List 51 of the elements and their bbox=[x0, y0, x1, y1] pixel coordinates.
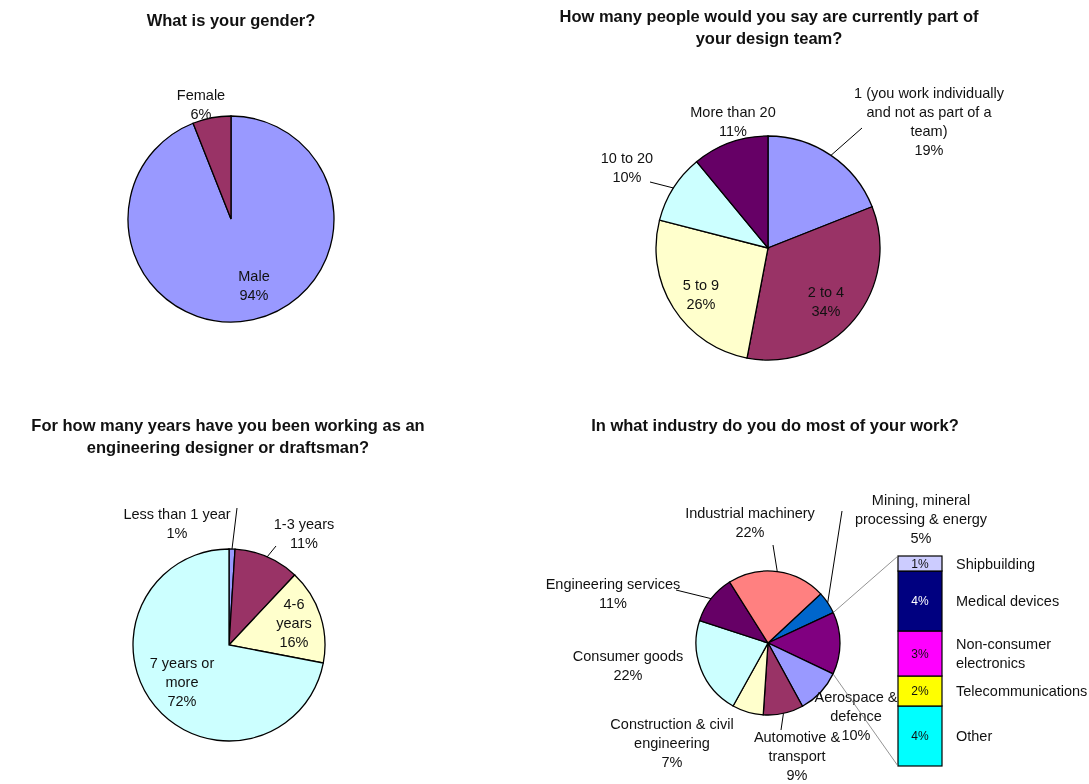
data-label: 3% bbox=[911, 646, 929, 661]
data-label: 2% bbox=[911, 684, 929, 699]
slice-label: Mining, mineral processing & energy bbox=[854, 492, 988, 527]
slice-label: 10 to 20 bbox=[600, 150, 654, 166]
chart-title: In what industry do you do most of your work? bbox=[591, 416, 959, 434]
slice-label: 1 (you work individually and not as part of a team) bbox=[854, 85, 1005, 139]
data-label: 19% bbox=[914, 142, 944, 158]
series-label: Other bbox=[956, 728, 993, 744]
slice-label: Aerospace & defence bbox=[814, 689, 898, 724]
slice-label: 5 to 9 bbox=[682, 277, 720, 293]
slice-label: Automotive & transport bbox=[753, 729, 841, 764]
chart-title: For how many years have you been working as an engineering designer or draftsman? bbox=[31, 416, 425, 456]
slice-label: 4-6 years bbox=[276, 596, 312, 631]
data-label: 72% bbox=[167, 693, 197, 709]
slice-label: Female bbox=[176, 87, 226, 103]
data-label: 9% bbox=[786, 767, 808, 783]
series-label: Shipbuilding bbox=[956, 555, 1036, 572]
slice-label: Less than 1 year bbox=[123, 506, 231, 522]
pie-slice bbox=[132, 548, 324, 742]
chart-title: What is your gender? bbox=[146, 11, 316, 29]
data-label: 7% bbox=[661, 754, 683, 770]
chart-title: How many people would you say are currently part of your design team? bbox=[559, 7, 980, 47]
data-label: 94% bbox=[239, 287, 269, 303]
slice-label: Male bbox=[238, 268, 270, 284]
data-label: 1% bbox=[911, 556, 929, 571]
data-label: 22% bbox=[735, 524, 765, 540]
slice-label: Engineering services bbox=[545, 576, 681, 592]
series-label: Non-consumer electronics bbox=[956, 636, 1052, 671]
slice-label: More than 20 bbox=[690, 104, 776, 120]
data-label: 22% bbox=[613, 667, 643, 683]
series-label: Telecommunications bbox=[956, 683, 1088, 699]
slice-label: 7 years or more bbox=[149, 655, 215, 690]
data-label: 6% bbox=[190, 106, 212, 122]
data-label: 10% bbox=[841, 727, 871, 743]
data-label: 4% bbox=[911, 594, 929, 609]
slice-label: Construction & civil engineering bbox=[610, 716, 734, 751]
slice-label: 2 to 4 bbox=[807, 284, 845, 300]
data-label: 26% bbox=[686, 296, 716, 312]
slice-label: Consumer goods bbox=[572, 648, 684, 664]
data-label: 16% bbox=[279, 634, 309, 650]
slice-label: 1-3 years bbox=[273, 516, 335, 532]
data-label: 11% bbox=[290, 535, 319, 551]
data-label: 34% bbox=[811, 303, 841, 319]
data-label: 11% bbox=[599, 595, 628, 611]
series-label: Medical devices bbox=[956, 593, 1060, 609]
data-label: 4% bbox=[911, 729, 929, 744]
data-label: 11% bbox=[719, 123, 748, 139]
data-label: 1% bbox=[166, 525, 188, 541]
data-label: 10% bbox=[612, 169, 642, 185]
slice-label: Industrial machinery bbox=[685, 505, 816, 521]
data-label: 5% bbox=[910, 530, 932, 546]
